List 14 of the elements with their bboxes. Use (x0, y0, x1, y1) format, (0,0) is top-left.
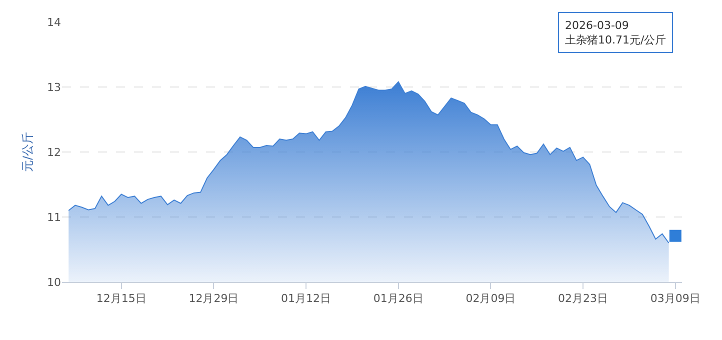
x-tick-label: 12月29日 (188, 292, 239, 306)
y-tick-label: 10 (47, 276, 61, 289)
y-tick-label: 11 (47, 210, 61, 224)
annotation: 2026-03-09 土杂猪10.71元/公斤 (565, 19, 666, 46)
x-tick-label: 01月12日 (281, 292, 332, 306)
y-tick-label: 14 (47, 16, 61, 29)
x-tick-label: 12月15日 (96, 292, 146, 306)
y-tick-label: 12 (47, 146, 61, 159)
x-tick-label: 02月09日 (466, 292, 516, 306)
x-tick-label: 01月26日 (373, 292, 424, 306)
x-tick-label: 02月23日 (558, 292, 608, 306)
x-tick-label: 03月09日 (650, 292, 700, 306)
y-tick-label: 13 (47, 80, 61, 94)
y-axis-title: 元/公斤 (20, 132, 34, 172)
